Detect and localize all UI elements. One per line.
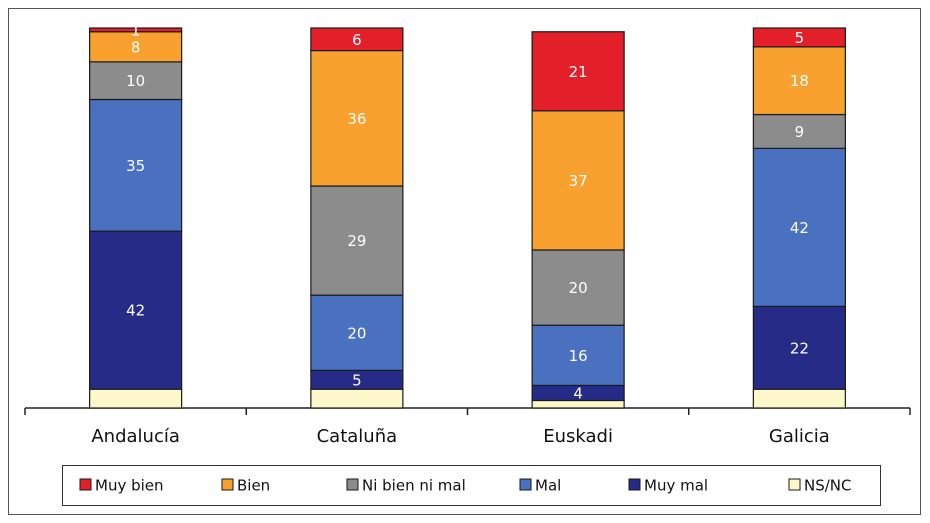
bar-segment xyxy=(310,27,404,52)
data-label: 1 xyxy=(131,21,141,39)
data-label: 18 xyxy=(790,72,809,90)
data-label: 10 xyxy=(126,72,145,90)
legend-label: Ni bien ni mal xyxy=(362,477,466,495)
data-label: 16 xyxy=(569,347,588,365)
bar-segment xyxy=(89,98,183,232)
data-label: 21 xyxy=(569,63,588,81)
bar-segment xyxy=(752,388,846,409)
x-tick-label: Galicia xyxy=(769,426,830,447)
legend-box xyxy=(62,465,881,506)
x-tick-label: Cataluña xyxy=(317,426,398,447)
bar-segment xyxy=(89,31,183,63)
legend-label: Muy bien xyxy=(95,477,164,495)
data-label: 5 xyxy=(352,371,362,389)
data-label: 22 xyxy=(790,339,809,357)
bar-segment xyxy=(310,388,404,409)
data-label: 36 xyxy=(347,110,366,128)
data-label: 20 xyxy=(347,324,366,342)
bar-segment xyxy=(752,147,846,308)
bar-segment xyxy=(531,31,625,112)
bar-segment xyxy=(89,388,183,409)
data-label: 42 xyxy=(126,302,145,320)
legend-swatch xyxy=(221,478,234,491)
legend-swatch xyxy=(788,478,801,491)
x-tick-label: Euskadi xyxy=(543,426,613,447)
data-label: 42 xyxy=(790,219,809,237)
data-label: 20 xyxy=(569,279,588,297)
data-label: 9 xyxy=(795,123,805,141)
bar-segment xyxy=(310,185,404,296)
legend-swatch xyxy=(79,478,92,491)
legend-label: NS/NC xyxy=(804,477,852,495)
bar-segment xyxy=(752,113,846,149)
bar-segment xyxy=(531,324,625,387)
data-label: 6 xyxy=(352,31,362,49)
legend-swatch xyxy=(346,478,359,491)
bar-segment xyxy=(752,305,846,390)
bar-segment xyxy=(89,27,183,33)
data-label: 29 xyxy=(347,232,366,250)
bar-segment xyxy=(310,294,404,371)
data-label: 8 xyxy=(131,38,141,56)
bar-segment xyxy=(752,27,846,48)
legend-label: Muy mal xyxy=(644,477,708,495)
legend-label: Bien xyxy=(237,477,270,495)
legend-swatch xyxy=(519,478,532,491)
bar-segment xyxy=(89,230,183,390)
x-tick-label: Andalucía xyxy=(91,426,180,447)
legend-swatch xyxy=(628,478,641,491)
bar-segment xyxy=(752,46,846,116)
bar-segment xyxy=(531,110,625,251)
bar-segment xyxy=(531,249,625,326)
legend-label: Mal xyxy=(535,477,561,495)
data-label: 35 xyxy=(126,157,145,175)
data-label: 5 xyxy=(795,29,805,47)
data-label: 4 xyxy=(573,384,583,402)
data-label: 37 xyxy=(569,172,588,190)
